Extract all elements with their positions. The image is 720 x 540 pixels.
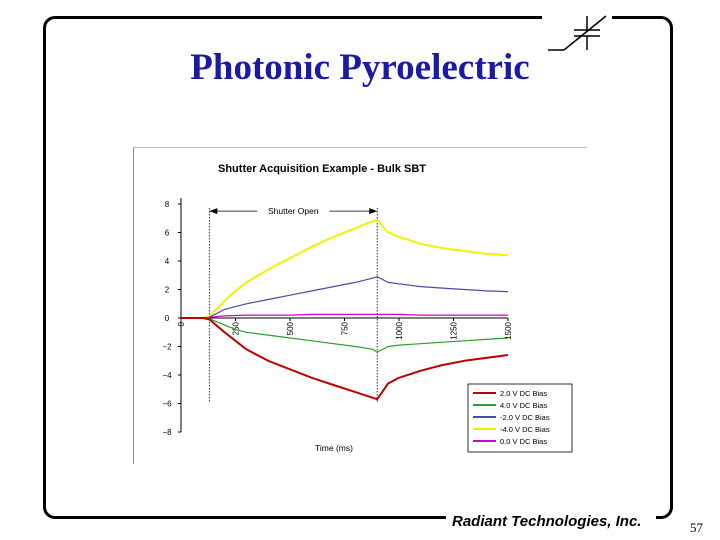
x-axis-label: Time (ms) bbox=[315, 443, 353, 453]
y-tick-label: −6 bbox=[162, 400, 172, 409]
chart-title: Shutter Acquisition Example - Bulk SBT bbox=[218, 163, 426, 175]
y-tick-label: 2 bbox=[165, 286, 170, 295]
y-tick-label: 4 bbox=[165, 257, 170, 266]
legend-label: -2.0 V DC Bias bbox=[500, 413, 550, 422]
legend-label: 2.0 V DC Bias bbox=[500, 389, 547, 398]
frame-gap-top bbox=[542, 10, 612, 24]
x-tick-label: 250 bbox=[232, 321, 241, 335]
legend-label: 0.0 V DC Bias bbox=[500, 437, 547, 446]
capacitor-logo-icon bbox=[548, 15, 607, 51]
y-tick-label: −2 bbox=[162, 343, 172, 352]
series-line bbox=[181, 276, 509, 319]
legend-label: 4.0 V DC Bias bbox=[500, 401, 547, 410]
chart-panel: Shutter Acquisition Example - Bulk SBT 8 6… bbox=[133, 147, 587, 464]
annotation-label: Shutter Open bbox=[268, 206, 319, 216]
legend-label: -4.0 V DC Bias bbox=[500, 425, 550, 434]
x-tick-label: 500 bbox=[286, 321, 295, 335]
company-name: Radiant Technologies, Inc. bbox=[452, 513, 642, 530]
y-tick-label: −4 bbox=[162, 371, 172, 380]
series-line bbox=[181, 313, 508, 319]
x-tick-label: 1000 bbox=[395, 321, 404, 339]
frame-gap-bottom bbox=[446, 512, 656, 526]
y-tick-label: 0 bbox=[165, 314, 170, 323]
series-line bbox=[181, 317, 509, 401]
y-tick-label: 6 bbox=[165, 229, 170, 238]
y-tick-label: 8 bbox=[165, 200, 170, 209]
series-line bbox=[181, 218, 509, 319]
annotation-arrowhead-left bbox=[209, 208, 218, 215]
x-tick-label: 1500 bbox=[504, 321, 513, 339]
shutter-acquisition-chart: Shutter Acquisition Example - Bulk SBT 8 6… bbox=[162, 163, 573, 453]
annotation-arrowhead-right bbox=[369, 208, 378, 215]
slide-number: 57 bbox=[690, 520, 703, 535]
x-tick-label: 1250 bbox=[450, 321, 459, 339]
series-line bbox=[181, 317, 509, 353]
slide-frame bbox=[43, 16, 673, 519]
x-tick-label: 0 bbox=[177, 321, 186, 326]
x-tick-label: 750 bbox=[341, 321, 350, 335]
slide-title: Photonic Pyroelectric bbox=[190, 47, 530, 88]
y-tick-label: −8 bbox=[162, 428, 172, 437]
